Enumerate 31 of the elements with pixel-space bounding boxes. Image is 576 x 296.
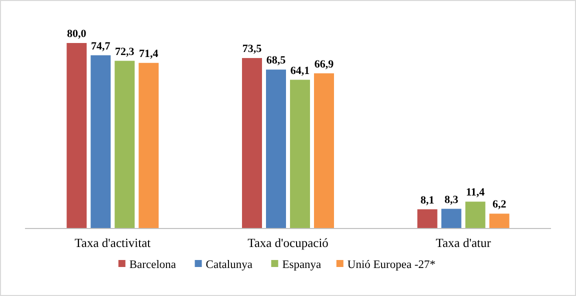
bar (138, 62, 159, 228)
legend-label: Barcelona (129, 259, 176, 271)
data-label: 64,1 (290, 64, 310, 77)
data-label: 8,1 (420, 194, 434, 206)
data-label: 11,4 (466, 186, 486, 199)
legend-label: Espanya (282, 259, 322, 271)
bar (441, 208, 462, 228)
bar (465, 202, 486, 228)
data-label: 6,2 (492, 198, 507, 211)
data-label: 8,3 (444, 194, 459, 206)
data-label: 66,9 (314, 58, 334, 70)
data-label: 74,7 (91, 40, 111, 52)
bar (66, 43, 87, 228)
data-label: 71,4 (139, 48, 159, 60)
x-tick-label: Taxa d'activitat (74, 236, 152, 250)
bar (290, 80, 310, 228)
x-tick-label: Taxa d'ocupació (248, 236, 328, 250)
bar (489, 214, 510, 228)
bar (90, 55, 111, 228)
bar (314, 73, 334, 228)
bar (242, 58, 262, 228)
data-label: 80,0 (67, 28, 87, 40)
bar (266, 70, 286, 228)
data-label: 72,3 (115, 46, 135, 58)
bar (114, 60, 135, 228)
x-tick-label: Taxa d'atur (436, 236, 492, 250)
bar (417, 209, 438, 228)
legend-label: Catalunya (206, 259, 252, 271)
data-label: 68,5 (266, 54, 286, 67)
legend-label: Unió Europea -27* (347, 259, 436, 271)
data-label: 73,5 (242, 43, 262, 56)
